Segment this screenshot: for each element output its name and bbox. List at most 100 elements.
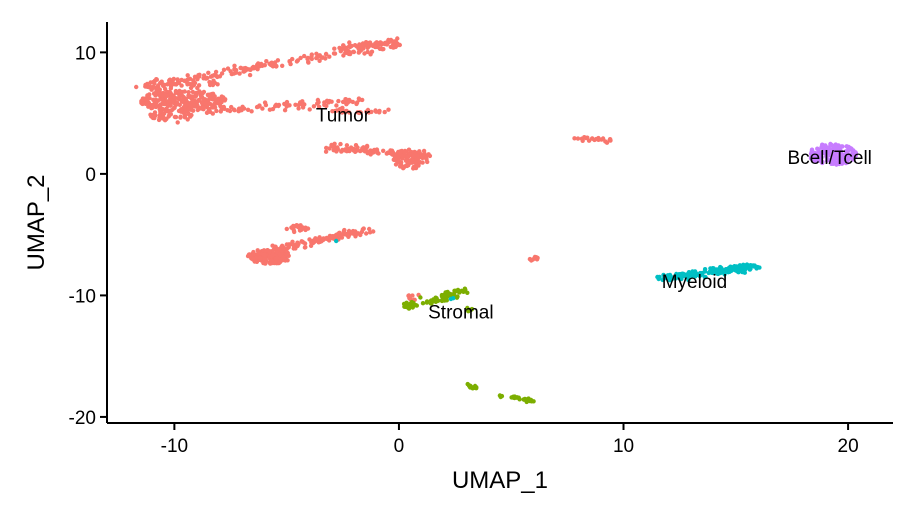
data-point (192, 74, 198, 80)
data-point (451, 296, 456, 301)
data-point (262, 100, 268, 105)
data-point (335, 146, 340, 152)
data-point (251, 256, 256, 262)
data-point (743, 263, 748, 268)
data-point (134, 84, 139, 90)
data-point (344, 143, 350, 148)
data-point (499, 393, 505, 399)
data-point (183, 102, 189, 107)
data-point (844, 144, 849, 149)
data-point (733, 265, 739, 270)
data-point (332, 108, 338, 114)
data-point (381, 148, 386, 153)
data-point (177, 102, 182, 108)
data-point (336, 233, 342, 238)
data-point (369, 109, 374, 115)
data-point (320, 237, 326, 243)
data-point (190, 89, 195, 95)
data-point (267, 107, 273, 112)
data-point (148, 84, 153, 89)
data-point (182, 113, 188, 118)
data-point (281, 245, 286, 250)
data-point (215, 82, 220, 87)
data-point (272, 62, 277, 67)
data-point (575, 136, 581, 141)
data-point (386, 150, 391, 155)
data-point (214, 73, 219, 79)
data-point (200, 101, 205, 106)
data-point (314, 55, 319, 61)
data-point (365, 49, 370, 55)
data-point (179, 83, 184, 88)
data-point (342, 109, 348, 115)
data-point (361, 42, 366, 47)
data-point (327, 54, 332, 59)
data-point (165, 89, 170, 95)
data-point (360, 227, 365, 232)
cluster-label-tumor: Tumor (316, 106, 371, 127)
data-point (352, 43, 358, 48)
data-point (290, 239, 295, 244)
data-point (417, 149, 422, 154)
data-point (677, 272, 682, 277)
data-point (462, 286, 468, 291)
data-point (189, 112, 194, 118)
x-tick-label: 10 (613, 436, 634, 457)
data-point (594, 136, 599, 142)
data-point (196, 73, 201, 78)
data-point (210, 105, 215, 110)
data-point (261, 248, 267, 253)
data-point (296, 102, 301, 108)
data-point (294, 223, 299, 228)
data-point (356, 50, 361, 55)
data-point (414, 303, 419, 308)
data-point (726, 270, 731, 275)
data-point (457, 290, 462, 295)
data-point (195, 99, 200, 104)
data-point (357, 97, 362, 103)
data-point (281, 255, 286, 260)
data-point (331, 148, 336, 153)
data-point (179, 77, 184, 83)
data-point (201, 73, 207, 78)
data-point (386, 107, 391, 112)
series-stromal (401, 286, 536, 405)
data-point (154, 77, 159, 82)
data-point (319, 55, 325, 60)
data-point (238, 65, 243, 71)
data-point (607, 137, 613, 142)
data-point (311, 104, 317, 109)
data-point (273, 245, 279, 251)
data-point (382, 109, 387, 115)
data-point (833, 151, 838, 156)
data-point (153, 93, 158, 98)
data-point (152, 81, 157, 86)
data-point (172, 114, 178, 120)
data-point (349, 43, 354, 49)
data-point (826, 148, 831, 153)
data-point (186, 90, 191, 95)
data-point (203, 76, 209, 81)
data-point (172, 105, 177, 110)
data-point (206, 108, 211, 113)
data-point (572, 136, 577, 141)
data-point (245, 107, 251, 113)
data-point (835, 155, 840, 160)
data-point (309, 56, 314, 62)
data-point (174, 89, 179, 95)
data-point (282, 108, 288, 113)
data-point (364, 231, 369, 236)
data-point (262, 252, 268, 258)
data-point (151, 97, 156, 103)
data-point (264, 59, 269, 64)
data-point (164, 93, 169, 98)
data-point (411, 153, 416, 159)
data-point (252, 65, 258, 70)
data-point (259, 61, 264, 67)
data-point (268, 261, 273, 266)
data-point (302, 53, 307, 59)
data-point (292, 229, 297, 235)
data-point (812, 150, 817, 155)
data-point (819, 145, 824, 150)
